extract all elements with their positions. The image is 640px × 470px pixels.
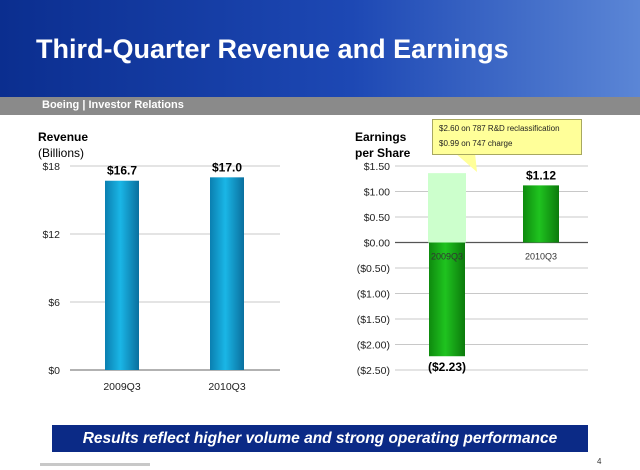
eps-ytick-label: ($0.50) bbox=[357, 263, 390, 275]
eps-title-line-2: per Share bbox=[355, 146, 411, 160]
revenue-title: Revenue bbox=[38, 130, 88, 144]
slide-title: Third-Quarter Revenue and Earnings bbox=[36, 34, 509, 64]
revenue-category-label: 2009Q3 bbox=[103, 381, 141, 393]
banner-text: Results reflect higher volume and strong… bbox=[82, 430, 558, 447]
callout-pointer bbox=[455, 153, 477, 172]
eps-bar bbox=[429, 242, 465, 357]
revenue-data-label: $16.7 bbox=[107, 164, 137, 178]
results-banner: Results reflect higher volume and strong… bbox=[52, 425, 588, 452]
eps-overlay-bar bbox=[428, 173, 466, 243]
eps-ytick-label: ($2.00) bbox=[357, 340, 390, 352]
charts-area: Revenue (Billions) $0 $6 $12 $18 $16.7 2009Q3 $1… bbox=[38, 130, 588, 393]
callout-line-1: $2.60 on 787 R&D reclassification bbox=[439, 124, 560, 133]
revenue-ytick-label: $6 bbox=[48, 297, 60, 309]
eps-ytick-label: ($1.00) bbox=[357, 289, 390, 301]
revenue-bar bbox=[105, 180, 139, 370]
eps-category-label: 2010Q3 bbox=[525, 252, 557, 262]
eps-bar bbox=[523, 185, 559, 243]
revenue-unit-label: (Billions) bbox=[38, 146, 84, 160]
eps-ytick-label: $1.50 bbox=[364, 161, 390, 173]
eps-ytick-label: $0.50 bbox=[364, 212, 390, 224]
subtitle-bar: Boeing | Investor Relations bbox=[0, 97, 640, 115]
eps-callout: $2.60 on 787 R&D reclassification $0.99 … bbox=[432, 119, 582, 155]
eps-category-label: 2009Q3 bbox=[431, 252, 463, 262]
revenue-ytick-label: $0 bbox=[48, 365, 60, 377]
page-number: 4 bbox=[597, 457, 602, 466]
revenue-ytick-label: $18 bbox=[42, 161, 60, 173]
eps-ytick-label: ($1.50) bbox=[357, 314, 390, 326]
eps-ytick-label: $1.00 bbox=[364, 187, 390, 199]
revenue-data-label: $17.0 bbox=[212, 160, 242, 174]
eps-data-label: $1.12 bbox=[526, 168, 556, 182]
callout-line-2: $0.99 on 747 charge bbox=[439, 139, 513, 148]
slide-header: Third-Quarter Revenue and Earnings bbox=[0, 0, 640, 97]
subtitle-text: Boeing | Investor Relations bbox=[42, 99, 184, 111]
copyright-notice bbox=[40, 463, 150, 466]
eps-title-line-1: Earnings bbox=[355, 130, 407, 144]
eps-data-label: ($2.23) bbox=[428, 360, 466, 374]
revenue-ytick-label: $12 bbox=[42, 229, 60, 241]
revenue-bar bbox=[210, 177, 244, 370]
revenue-category-label: 2010Q3 bbox=[208, 381, 246, 393]
eps-ytick-label: $0.00 bbox=[364, 238, 390, 250]
eps-ytick-label: ($2.50) bbox=[357, 365, 390, 377]
